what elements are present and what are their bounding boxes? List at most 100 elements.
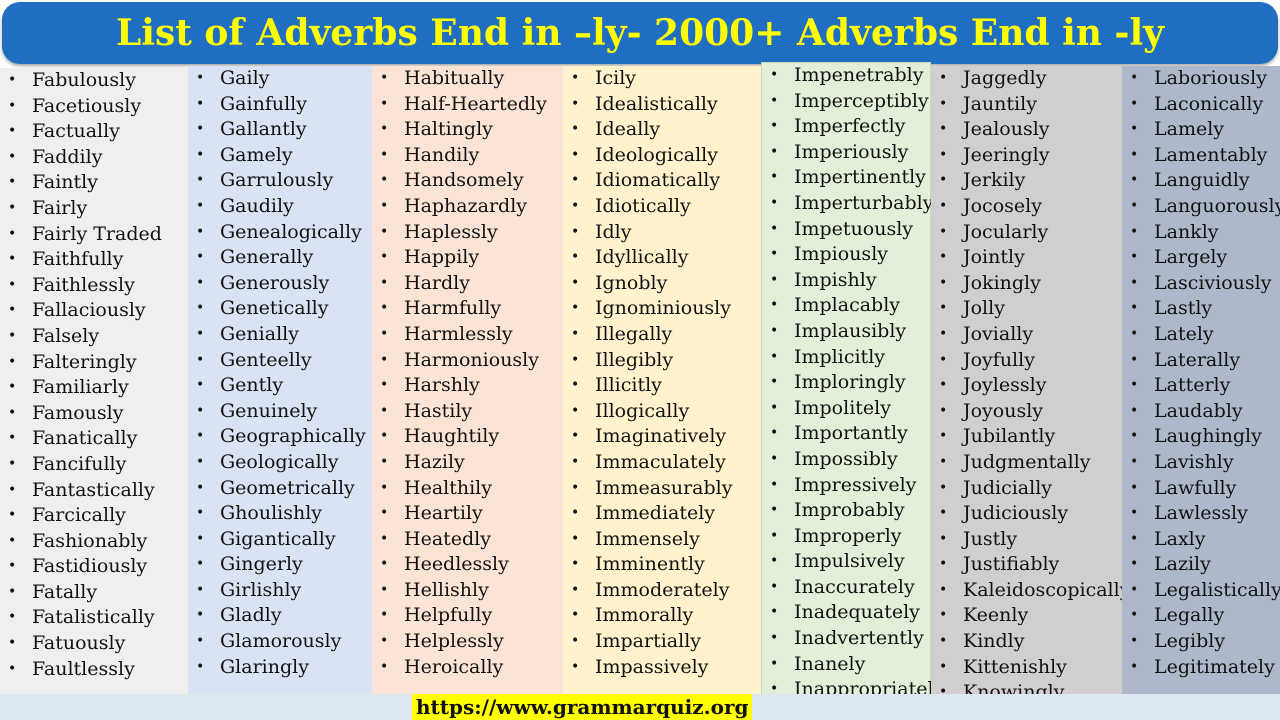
- adverb-word: Imperturbably: [794, 191, 934, 214]
- adverb-word: Lawlessly: [1154, 502, 1248, 525]
- adverb-word: Judicially: [963, 476, 1053, 499]
- bullet-icon: •: [196, 95, 205, 112]
- footer-url[interactable]: https://www.grammarquiz.org: [412, 694, 753, 720]
- adverb-item: • Faddily: [0, 145, 188, 171]
- adverb-item: • Ideologically: [563, 143, 761, 169]
- adverb-item: • Impetuously: [762, 217, 930, 243]
- bullet-icon: •: [196, 121, 205, 138]
- adverb-item: • Laxly: [1122, 527, 1280, 553]
- bullet-icon: •: [770, 553, 779, 570]
- adverb-item: • Jealously: [931, 117, 1122, 143]
- adverb-word: Impulsively: [794, 550, 905, 573]
- adverb-item: • Facetiously: [0, 94, 188, 120]
- bullet-icon: •: [571, 249, 580, 266]
- adverb-word: Faultlessly: [32, 657, 135, 680]
- adverb-item: • Hastily: [372, 399, 563, 425]
- adverb-item: • Jubilantly: [931, 424, 1122, 450]
- adverb-word: Immaculately: [595, 450, 726, 473]
- adverb-word: Gallantly: [220, 118, 307, 141]
- bullet-icon: •: [571, 274, 580, 291]
- bullet-icon: •: [1130, 223, 1139, 240]
- bullet-icon: •: [770, 297, 779, 314]
- bullet-icon: •: [939, 607, 948, 624]
- adverb-column-6: • Jaggedly • Jauntily • Jealously • Jeeringly • J…: [931, 66, 1130, 703]
- adverb-item: • Jocosely: [931, 194, 1122, 220]
- adverb-word: Improbably: [794, 499, 905, 522]
- adverb-word: Impenetrably: [794, 64, 924, 86]
- adverb-item: • Lamely: [1122, 117, 1280, 143]
- bullet-icon: •: [571, 453, 580, 470]
- adverb-item: • Idiotically: [563, 194, 761, 220]
- adverb-list: • Jaggedly • Jauntily • Jealously • Jeeringly • J…: [931, 66, 1130, 706]
- bullet-icon: •: [770, 604, 779, 621]
- adverb-word: Ghoulishly: [220, 502, 323, 525]
- adverb-word: Impetuously: [794, 217, 914, 240]
- bullet-icon: •: [770, 348, 779, 365]
- bullet-icon: •: [1130, 70, 1139, 86]
- adverb-word: Implausibly: [794, 319, 907, 342]
- bullet-icon: •: [770, 194, 779, 211]
- adverb-item: • Implausibly: [762, 319, 930, 345]
- adverb-word: Gaily: [220, 67, 270, 89]
- adverb-item: • Handsomely: [372, 168, 563, 194]
- adverb-word: Haughtily: [404, 425, 500, 448]
- bullet-icon: •: [1130, 300, 1139, 317]
- adverb-item: • Jerkily: [931, 168, 1122, 194]
- adverb-item: • Keenly: [931, 603, 1122, 629]
- bullet-icon: •: [571, 505, 580, 522]
- adverb-item: • Implacably: [762, 293, 930, 319]
- bullet-icon: •: [939, 146, 948, 163]
- bullet-icon: •: [380, 658, 389, 675]
- adverb-item: • Haphazardly: [372, 194, 563, 220]
- adverb-item: • Fantastically: [0, 478, 188, 504]
- adverb-word: Kindly: [963, 630, 1025, 653]
- adverb-item: • Helpfully: [372, 603, 563, 629]
- adverb-item: • Genuinely: [188, 399, 372, 425]
- adverb-item: • Lavishly: [1122, 450, 1280, 476]
- bullet-icon: •: [380, 197, 389, 214]
- adverb-item: • Impossibly: [762, 447, 930, 473]
- bullet-icon: •: [1130, 607, 1139, 624]
- adverb-item: • Healthily: [372, 476, 563, 502]
- adverb-word: Idly: [595, 220, 632, 243]
- adverb-item: • Justifiably: [931, 552, 1122, 578]
- adverb-word: Latterly: [1154, 374, 1231, 397]
- adverb-word: Impertinently: [794, 166, 926, 189]
- adverb-word: Inaccurately: [794, 575, 915, 598]
- adverb-word: Legalistically: [1154, 578, 1280, 601]
- adverb-word: Keenly: [963, 604, 1029, 627]
- adverb-word: Implacably: [794, 294, 901, 317]
- adverb-item: • Jovially: [931, 322, 1122, 348]
- adverb-item: • Implicitly: [762, 345, 930, 371]
- adverb-item: • Kaleidoscopically: [931, 578, 1130, 604]
- bullet-icon: •: [571, 172, 580, 189]
- adverb-word: Falsely: [32, 324, 100, 347]
- adverb-word: Harmlessly: [404, 322, 513, 345]
- adverb-word: Garrulously: [220, 169, 334, 192]
- adverb-item: • Importantly: [762, 421, 930, 447]
- adverb-item: • Fallaciously: [0, 298, 188, 324]
- bullet-icon: •: [1130, 95, 1139, 112]
- adverb-item: • Immorally: [563, 603, 761, 629]
- adverb-item: • Illicitly: [563, 373, 761, 399]
- adverb-item: • Gaily: [188, 66, 372, 92]
- adverb-word: Faithfully: [32, 248, 124, 271]
- adverb-item: • Impartially: [563, 629, 761, 655]
- adverb-item: • Illegally: [563, 322, 761, 348]
- adverb-column-3: • Habitually • Half-Heartedly • Haltingly • Han…: [372, 66, 563, 694]
- bullet-icon: •: [939, 530, 948, 547]
- adverb-word: Haphazardly: [404, 194, 528, 217]
- bullet-icon: •: [939, 658, 948, 675]
- adverb-word: Kittenishly: [963, 655, 1067, 678]
- bullet-icon: •: [770, 399, 779, 416]
- bullet-icon: •: [1130, 505, 1139, 522]
- adverb-word: Lazily: [1154, 553, 1211, 576]
- adverb-item: • Immediately: [563, 501, 761, 527]
- adverb-word: Fabulously: [32, 69, 136, 91]
- bullet-icon: •: [571, 351, 580, 368]
- bullet-icon: •: [1130, 658, 1139, 675]
- adverb-word: Fastidiously: [32, 555, 148, 578]
- adverb-word: Imminently: [595, 553, 705, 576]
- adverb-word: Illegally: [595, 322, 673, 345]
- adverb-item: • Lately: [1122, 322, 1280, 348]
